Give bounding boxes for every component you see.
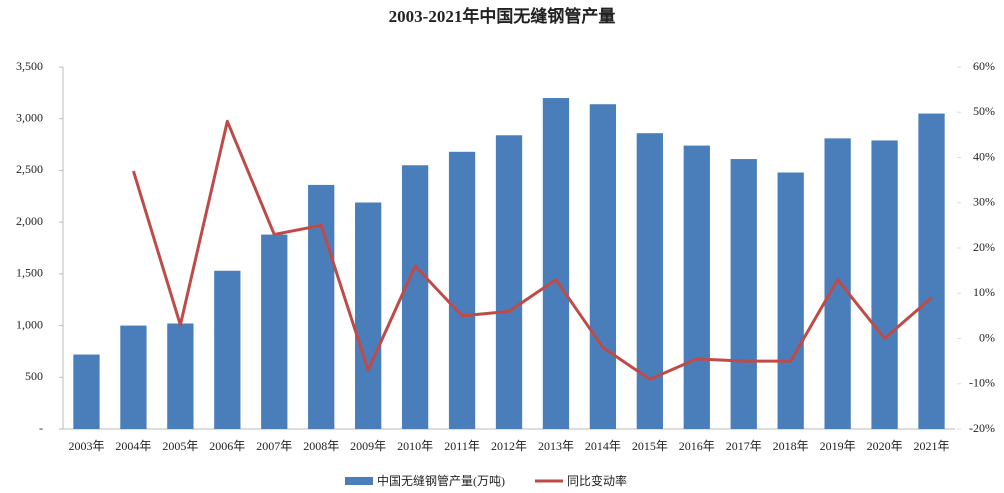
y2-tick-label: -10% <box>969 376 995 390</box>
x-tick-label: 2011年 <box>444 439 480 453</box>
x-tick-label: 2005年 <box>162 439 198 453</box>
x-tick-label: 2007年 <box>256 439 292 453</box>
y2-tick-label: -20% <box>969 421 995 435</box>
bar <box>871 140 898 430</box>
bar <box>730 159 757 429</box>
x-tick-label: 2006年 <box>209 439 245 453</box>
y2-tick-label: 10% <box>973 285 995 299</box>
legend-label: 同比变动率 <box>567 473 627 488</box>
y2-tick-label: 20% <box>973 240 995 254</box>
bar <box>355 202 382 429</box>
bar <box>495 135 523 429</box>
x-tick-label: 2013年 <box>538 439 574 453</box>
bar <box>918 113 945 430</box>
bar <box>824 138 851 429</box>
y-tick-label: 3,000 <box>16 110 43 124</box>
y-tick-label: 1,000 <box>16 317 43 331</box>
bar <box>73 354 100 429</box>
y2-tick-label: 30% <box>973 195 995 209</box>
y2-tick-label: 60% <box>973 59 995 73</box>
x-tick-label: 2015年 <box>632 439 668 453</box>
x-tick-label: 2010年 <box>397 439 433 453</box>
chart-title: 2003-2021年中国无缝钢管产量 <box>389 6 616 26</box>
y-tick-label: 1,500 <box>16 266 43 280</box>
y2-tick-label: 40% <box>973 149 995 163</box>
line <box>131 119 933 381</box>
x-tick-label: 2016年 <box>679 439 715 453</box>
bar <box>636 133 663 430</box>
bar <box>167 323 194 429</box>
x-tick-label: 2008年 <box>303 439 339 453</box>
bar <box>401 165 429 429</box>
x-tick-label: 2004年 <box>115 439 151 453</box>
x-tick-label: 2019年 <box>820 439 856 453</box>
legend-label: 中国无缝钢管产量(万吨) <box>377 473 505 488</box>
y-tick-label: 2,000 <box>16 214 43 228</box>
y-tick-label: - <box>39 421 43 435</box>
bar <box>214 270 241 429</box>
y-tick-label: 3,500 <box>16 59 43 73</box>
y2-tick-label: 0% <box>979 330 995 344</box>
x-tick-label: 2014年 <box>585 439 621 453</box>
bar <box>777 172 804 430</box>
x-tick-label: 2009年 <box>350 439 386 453</box>
bar <box>448 151 476 429</box>
bar <box>261 234 288 429</box>
y-tick-label: 500 <box>25 369 43 383</box>
y2-tick-label: 50% <box>973 104 995 118</box>
bar <box>120 325 147 429</box>
legend-swatch <box>345 477 373 485</box>
bar <box>308 184 335 429</box>
bar <box>683 145 710 429</box>
bar <box>542 98 570 430</box>
x-tick-label: 2018年 <box>773 439 809 453</box>
bar <box>589 104 617 429</box>
y-tick-label: 2,500 <box>16 162 43 176</box>
x-tick-label: 2021年 <box>914 439 950 453</box>
x-tick-label: 2012年 <box>491 439 527 453</box>
x-tick-label: 2017年 <box>726 439 762 453</box>
x-tick-label: 2003年 <box>68 439 104 453</box>
x-tick-label: 2020年 <box>867 439 903 453</box>
